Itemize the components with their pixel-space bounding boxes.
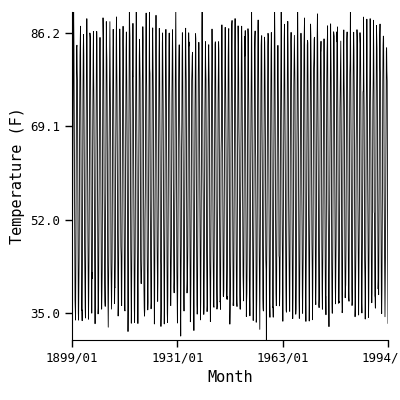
X-axis label: Month: Month — [207, 370, 253, 385]
Y-axis label: Temperature (F): Temperature (F) — [10, 108, 25, 244]
